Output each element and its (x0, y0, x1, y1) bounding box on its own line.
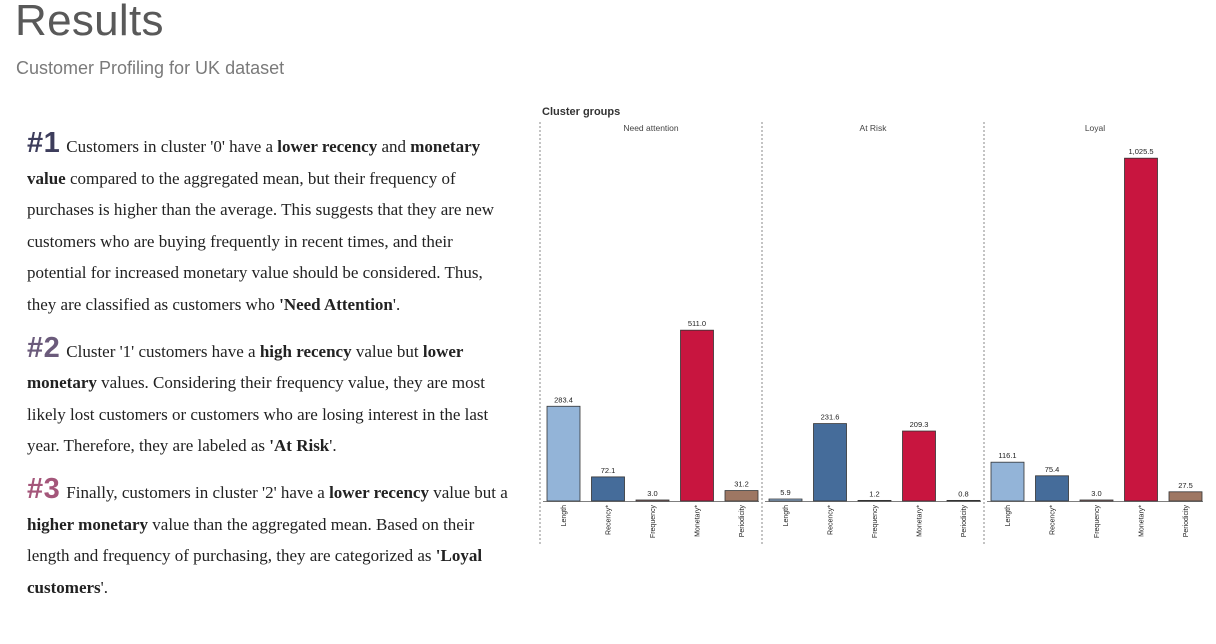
insight-emphasis: 'Need Attention (279, 294, 393, 314)
tick-label: Frequency (1094, 505, 1101, 539)
data-label: 5.9 (780, 488, 790, 497)
insight-text: value but a (428, 482, 508, 502)
insight-paragraph: #2 Cluster '1' customers have a high rece… (27, 331, 509, 462)
tick-label: Length (561, 505, 568, 527)
data-label: 31.2 (734, 480, 749, 489)
tick-label: Length (783, 505, 790, 527)
data-label: 116.1 (998, 451, 1016, 460)
data-label: 231.6 (821, 413, 840, 422)
bar (1079, 499, 1114, 502)
bar (546, 405, 581, 502)
data-label: 209.3 (910, 420, 929, 429)
insight-emphasis: lower recency (329, 482, 429, 502)
insight-text: Cluster '1' customers have a (66, 341, 260, 361)
tick-label: Periodicity (961, 505, 968, 538)
insight-emphasis: monetary value (27, 137, 481, 188)
bar (768, 498, 803, 502)
insight-emphasis: lower monetary (27, 341, 464, 393)
bar (813, 423, 847, 502)
insight-text: and (377, 137, 411, 156)
insight-emphasis: lower recency (277, 137, 378, 156)
insight-paragraph: #3 Finally, customers in cluster '2' have… (27, 472, 509, 603)
insight-paragraph: #1 Customers in cluster '0' have a lower … (27, 127, 509, 321)
bar (591, 476, 625, 502)
tick-label: Periodicity (739, 505, 746, 538)
tick-label: Recency* (606, 505, 613, 535)
bar (990, 461, 1025, 502)
page-title: Results (15, 0, 164, 45)
bar (902, 430, 936, 502)
data-label: 283.4 (554, 395, 573, 404)
data-label: 0.8 (958, 489, 968, 498)
bar (1168, 491, 1203, 502)
insight-text: Customers in cluster '0' have a (66, 137, 278, 156)
data-label: 27.5 (1178, 481, 1193, 490)
data-label: 72.1 (601, 466, 616, 475)
insight-text: Finally, customers in cluster '2' have a (66, 482, 330, 502)
tick-label: Frequency (872, 505, 879, 539)
insight-emphasis: 'Loyal customers (27, 546, 483, 597)
bar (946, 499, 981, 502)
insight-text: value but (351, 341, 423, 361)
tick-label: Length (1005, 505, 1012, 527)
bar (724, 490, 759, 502)
data-label: 3.0 (1091, 489, 1101, 498)
tick-label: Recency* (828, 505, 835, 535)
data-label: 511.0 (688, 319, 706, 328)
data-label: 3.0 (647, 489, 657, 498)
panel-title: Loyal (1085, 123, 1105, 133)
tick-label: Frequency (650, 505, 657, 539)
tick-label: Monetary* (917, 505, 924, 537)
tick-label: Recency* (1050, 505, 1057, 535)
bar (1124, 157, 1158, 502)
tick-label: Periodicity (1183, 505, 1190, 538)
panel-title: Need attention (623, 123, 679, 133)
tick-label: Monetary* (695, 505, 702, 537)
panel-title: At Risk (860, 123, 888, 133)
bar (680, 329, 714, 502)
insight-emphasis: 'At Risk (269, 436, 330, 456)
insight-emphasis: high recency (259, 341, 352, 361)
tick-label: Monetary* (1139, 505, 1146, 537)
data-label: 75.4 (1045, 465, 1060, 474)
bar (857, 499, 892, 502)
insight-number: #2 (27, 331, 61, 364)
insight-text: '. (329, 436, 337, 456)
insight-number: #3 (27, 472, 61, 505)
insights-panel: #1 Customers in cluster '0' have a lower … (27, 127, 509, 603)
insight-text: compared to the aggregated mean, but the… (27, 168, 495, 314)
bar (635, 499, 670, 502)
insight-text: '. (392, 294, 401, 314)
data-label: 1.2 (869, 489, 879, 498)
insight-number: #1 (27, 127, 61, 159)
data-label: 1,025.5 (1128, 147, 1153, 156)
page-subtitle: Customer Profiling for UK dataset (16, 58, 285, 78)
insight-text: values. Considering their frequency valu… (27, 373, 489, 456)
insight-emphasis: higher monetary (27, 514, 149, 534)
insight-text: value than the aggregated mean. Based on… (27, 514, 475, 566)
chart-title: Cluster groups (542, 106, 620, 118)
cluster-chart: Cluster groups Need attention 283.4 Length 7… (535, 100, 1215, 550)
insight-text: '. (100, 577, 108, 597)
bar (1035, 475, 1069, 502)
